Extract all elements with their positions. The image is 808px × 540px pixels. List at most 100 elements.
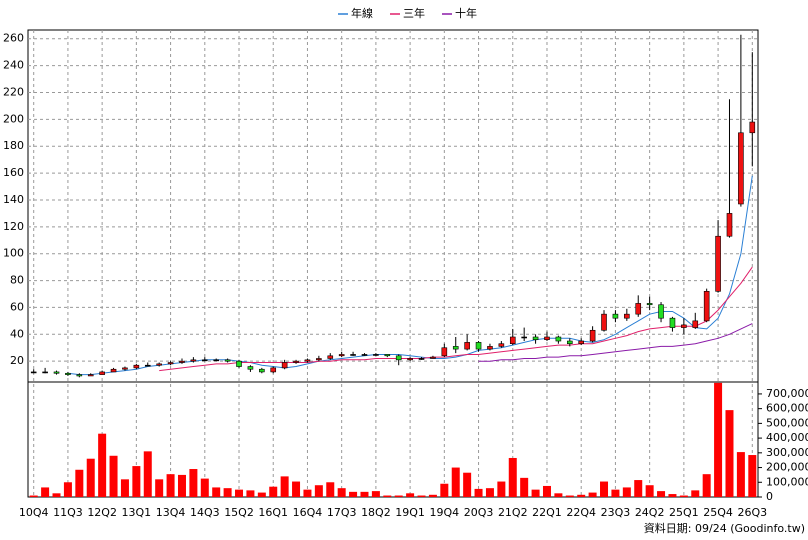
volume-bar <box>257 492 266 497</box>
x-tick-label: 12Q2 <box>87 506 117 519</box>
candle-body <box>418 358 425 360</box>
y2-tick-label: 700,000 <box>766 387 808 400</box>
candle-body <box>498 343 505 347</box>
candle-body <box>99 371 105 375</box>
candle-body <box>509 336 516 345</box>
x-tick-label: 25Q4 <box>703 506 733 519</box>
volume-bar <box>691 490 700 497</box>
candle-body <box>566 340 573 345</box>
candle-body <box>395 355 402 361</box>
candle-body <box>452 346 459 350</box>
volume-bar <box>531 489 540 497</box>
volume-bar <box>406 493 415 497</box>
candle-body <box>304 359 311 362</box>
candle-body <box>384 354 391 357</box>
candle-body <box>110 368 117 373</box>
x-tick-label: 23Q3 <box>601 506 631 519</box>
volume-bar <box>565 495 574 497</box>
y-tick-label: 260 <box>3 32 24 45</box>
volume-bar <box>679 495 688 497</box>
volume-bar <box>189 469 198 497</box>
candle-body <box>658 304 664 319</box>
volume-bar <box>235 489 244 497</box>
candle-body <box>601 313 607 331</box>
candle-body <box>65 372 71 375</box>
candle-body <box>738 132 744 205</box>
volume-bar <box>86 458 95 497</box>
candle-body <box>327 355 334 359</box>
candle-body <box>213 359 220 362</box>
volume-bar <box>349 491 358 497</box>
x-tick-label: 26Q3 <box>737 506 767 519</box>
y-tick-label: 140 <box>3 193 24 206</box>
y-tick-label: 240 <box>3 59 24 72</box>
candle-body <box>612 313 619 319</box>
candle-body <box>338 354 345 357</box>
volume-bar <box>166 474 175 497</box>
candle-body <box>464 342 470 350</box>
volume-bar <box>314 485 323 497</box>
candle-body <box>407 358 413 361</box>
x-tick-label: 22Q4 <box>566 506 596 519</box>
volume-bar <box>657 491 666 497</box>
legend-label: 年線 <box>351 6 373 20</box>
x-tick-label: 14Q3 <box>190 506 220 519</box>
candle-body <box>122 367 128 370</box>
candle-body <box>247 366 254 370</box>
volume-bar <box>417 495 426 497</box>
volume-bar <box>725 410 734 497</box>
volume-bar <box>542 485 551 497</box>
candle-body <box>669 317 676 328</box>
volume-bar <box>645 485 654 497</box>
y2-tick-label: 400,000 <box>766 431 808 444</box>
candle-body <box>726 213 733 237</box>
volume-bar <box>474 488 483 497</box>
volume-bar <box>622 487 631 497</box>
volume-bar <box>577 494 586 497</box>
candle-body <box>316 358 322 361</box>
volume-bar <box>280 476 289 497</box>
volume-bar <box>223 488 232 497</box>
volume-bar <box>212 487 221 497</box>
x-tick-label: 13Q4 <box>156 506 186 519</box>
x-tick-label: 11Q3 <box>53 506 83 519</box>
candle-body <box>430 356 436 359</box>
candle-body <box>681 324 687 328</box>
volume-bar <box>155 479 164 497</box>
candle-body <box>749 121 756 134</box>
y2-tick-label: 100,000 <box>766 475 808 488</box>
volume-bar <box>120 479 129 497</box>
volume-bar <box>371 491 380 497</box>
volume-bar <box>714 382 723 497</box>
x-tick-label: 22Q1 <box>532 506 562 519</box>
volume-bar <box>600 481 609 497</box>
x-tick-label: 21Q2 <box>498 506 528 519</box>
y2-tick-label: 200,000 <box>766 461 808 474</box>
y-tick-label: 40 <box>10 327 24 340</box>
volume-bar <box>554 493 563 497</box>
volume-bar <box>736 452 745 497</box>
volume-bar <box>611 489 620 497</box>
candle-body <box>373 354 379 356</box>
volume-bar <box>75 469 84 497</box>
x-tick-label: 25Q1 <box>669 506 699 519</box>
y2-tick-label: 300,000 <box>766 446 808 459</box>
candle-body <box>646 303 653 306</box>
volume-bar <box>63 482 72 497</box>
volume-bar <box>98 433 107 497</box>
volume-bar <box>508 457 517 497</box>
y-tick-label: 120 <box>3 220 24 233</box>
candle-body <box>30 371 37 374</box>
candle-body <box>281 362 288 369</box>
candle-body <box>578 340 585 345</box>
x-tick-label: 20Q3 <box>464 506 494 519</box>
y-tick-label: 180 <box>3 139 24 152</box>
y-tick-label: 100 <box>3 247 24 260</box>
volume-bar <box>337 488 346 497</box>
candle-body <box>555 336 562 342</box>
candle-body <box>201 359 208 362</box>
candle-body <box>692 320 699 328</box>
volume-bar <box>634 480 643 497</box>
candle-body <box>224 359 231 362</box>
